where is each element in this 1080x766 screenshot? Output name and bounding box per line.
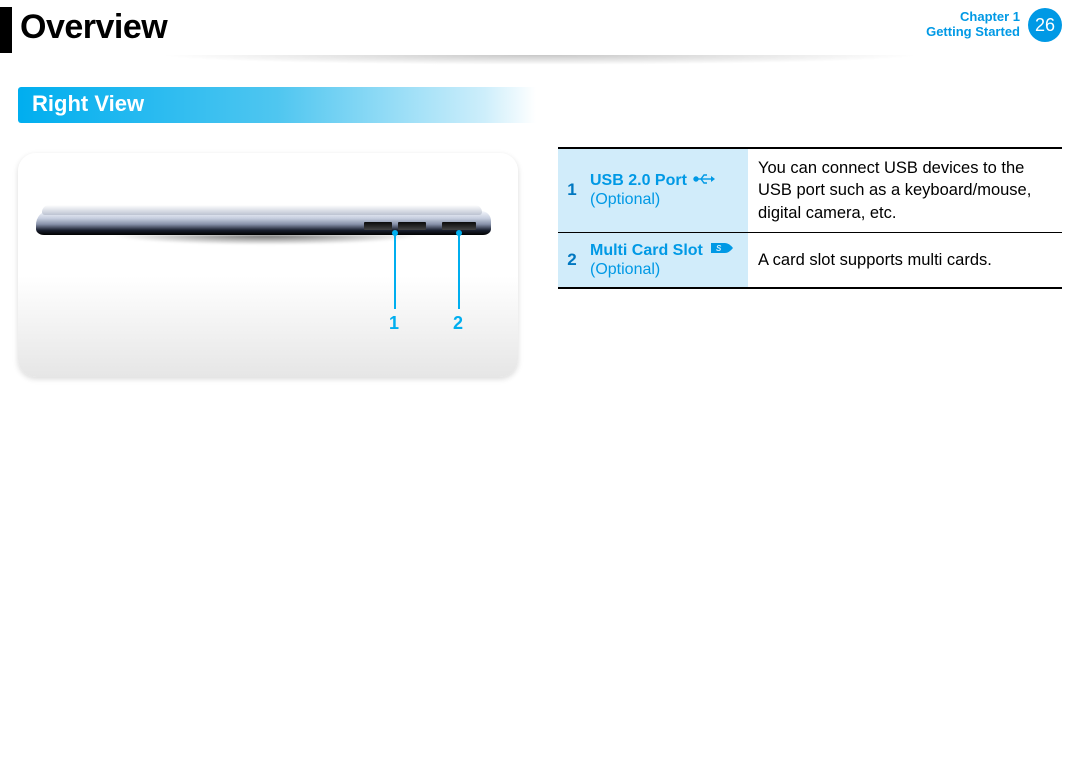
page-title: Overview: [20, 8, 167, 47]
row-number: 2: [558, 232, 586, 288]
laptop-right-side-illustration: [36, 205, 491, 247]
callout-line-1: [394, 233, 396, 309]
chapter-name: Getting Started: [926, 25, 1020, 40]
left-column: Right View 1 2: [18, 87, 536, 377]
laptop-shadow: [46, 235, 486, 249]
page-number-badge: 26: [1028, 8, 1062, 42]
feature-optional: (Optional): [590, 261, 660, 278]
device-illustration-panel: 1 2: [18, 153, 518, 377]
table-row: 2 Multi Card Slot S (Optional) A card sl…: [558, 232, 1062, 288]
right-column: 1 USB 2.0 Port (Optional) You can connec…: [558, 87, 1062, 377]
row-number: 1: [558, 148, 586, 232]
table-row: 1 USB 2.0 Port (Optional) You can connec…: [558, 148, 1062, 232]
laptop-lid: [42, 205, 482, 215]
usb-port-illustration: [364, 222, 392, 230]
feature-name: Multi Card Slot: [590, 242, 703, 259]
callout-number-1: 1: [389, 313, 399, 334]
feature-description: A card slot supports multi cards.: [748, 232, 1062, 288]
header-tab: [0, 7, 12, 53]
svg-text:S: S: [716, 244, 722, 253]
feature-cell: USB 2.0 Port (Optional): [586, 148, 748, 232]
usb-port-illustration: [398, 222, 426, 230]
chapter-number: Chapter 1: [926, 10, 1020, 25]
feature-name: USB 2.0 Port: [590, 172, 687, 189]
feature-description: You can connect USB devices to the USB p…: [748, 148, 1062, 232]
section-heading: Right View: [18, 87, 536, 123]
sd-card-icon: S: [710, 241, 734, 260]
header-right: Chapter 1 Getting Started 26: [926, 8, 1062, 42]
card-slot-illustration: [442, 222, 476, 230]
page-number: 26: [1035, 15, 1055, 36]
feature-cell: Multi Card Slot S (Optional): [586, 232, 748, 288]
content-area: Right View 1 2 1 USB 2.0 Port: [0, 69, 1080, 377]
header-shadow: [0, 55, 1080, 69]
usb-icon: [693, 172, 715, 189]
chapter-label: Chapter 1 Getting Started: [926, 10, 1020, 40]
page-header: Overview Chapter 1 Getting Started 26: [0, 0, 1080, 55]
feature-optional: (Optional): [590, 191, 660, 208]
callout-line-2: [458, 233, 460, 309]
callout-number-2: 2: [453, 313, 463, 334]
ports-table: 1 USB 2.0 Port (Optional) You can connec…: [558, 147, 1062, 289]
